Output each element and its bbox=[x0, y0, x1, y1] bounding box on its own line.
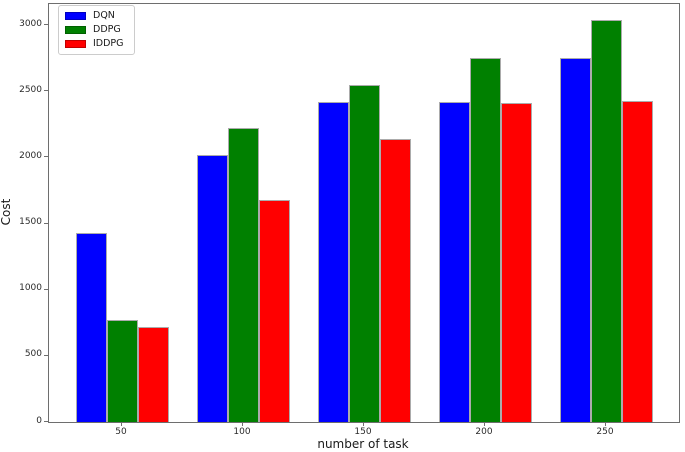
bar-iddpg-100 bbox=[259, 200, 290, 422]
y-tick-label-0: 0 bbox=[36, 416, 42, 426]
bar-dqn-250 bbox=[560, 58, 591, 422]
x-tick-label-100: 100 bbox=[233, 427, 251, 437]
bar-iddpg-150 bbox=[380, 139, 411, 422]
bar-ddpg-100 bbox=[228, 128, 259, 422]
legend-swatch-dqn bbox=[65, 12, 86, 20]
y-tick-label-2500: 2500 bbox=[19, 85, 42, 95]
legend-label-ddpg: DDPG bbox=[93, 24, 121, 35]
x-axis-title: number of task bbox=[317, 437, 409, 451]
y-tick-label-2000: 2000 bbox=[19, 151, 42, 161]
legend: DQN DDPG IDDPG bbox=[58, 5, 135, 55]
y-tick-label-1000: 1000 bbox=[19, 283, 42, 293]
y-tick-label-500: 500 bbox=[24, 349, 42, 359]
plot-area: DQN DDPG IDDPG bbox=[48, 3, 680, 423]
bar-dqn-150 bbox=[318, 102, 349, 422]
bar-iddpg-250 bbox=[622, 101, 653, 422]
x-tick-label-200: 200 bbox=[475, 427, 493, 437]
bar-iddpg-50 bbox=[138, 327, 169, 422]
x-tick-label-50: 50 bbox=[115, 427, 127, 437]
legend-label-dqn: DQN bbox=[93, 10, 115, 21]
y-tick-mark-500 bbox=[44, 355, 48, 356]
x-tick-label-150: 150 bbox=[354, 427, 372, 437]
bar-dqn-50 bbox=[76, 233, 107, 422]
bar-ddpg-150 bbox=[349, 85, 380, 422]
bar-ddpg-250 bbox=[591, 20, 622, 422]
legend-swatch-ddpg bbox=[65, 26, 86, 34]
y-tick-mark-0 bbox=[44, 421, 48, 422]
bar-iddpg-200 bbox=[501, 103, 532, 422]
legend-entry-ddpg: DDPG bbox=[65, 25, 124, 35]
x-tick-mark-250 bbox=[605, 422, 606, 426]
y-tick-mark-2000 bbox=[44, 156, 48, 157]
legend-entry-dqn: DQN bbox=[65, 11, 124, 21]
y-tick-mark-1000 bbox=[44, 289, 48, 290]
bar-ddpg-50 bbox=[107, 320, 138, 422]
legend-label-iddpg: IDDPG bbox=[93, 38, 124, 49]
y-axis-title: Cost bbox=[0, 198, 13, 226]
x-tick-mark-150 bbox=[363, 422, 364, 426]
y-tick-mark-2500 bbox=[44, 90, 48, 91]
y-tick-label-1500: 1500 bbox=[19, 217, 42, 227]
bar-ddpg-200 bbox=[470, 58, 501, 422]
bar-dqn-200 bbox=[439, 102, 470, 422]
x-tick-mark-50 bbox=[121, 422, 122, 426]
y-tick-mark-3000 bbox=[44, 24, 48, 25]
y-tick-label-3000: 3000 bbox=[19, 19, 42, 29]
legend-swatch-iddpg bbox=[65, 40, 86, 48]
x-tick-label-250: 250 bbox=[596, 427, 614, 437]
y-tick-mark-1500 bbox=[44, 223, 48, 224]
x-tick-mark-200 bbox=[484, 422, 485, 426]
legend-entry-iddpg: IDDPG bbox=[65, 39, 124, 49]
x-tick-mark-100 bbox=[242, 422, 243, 426]
bar-dqn-100 bbox=[197, 155, 228, 422]
